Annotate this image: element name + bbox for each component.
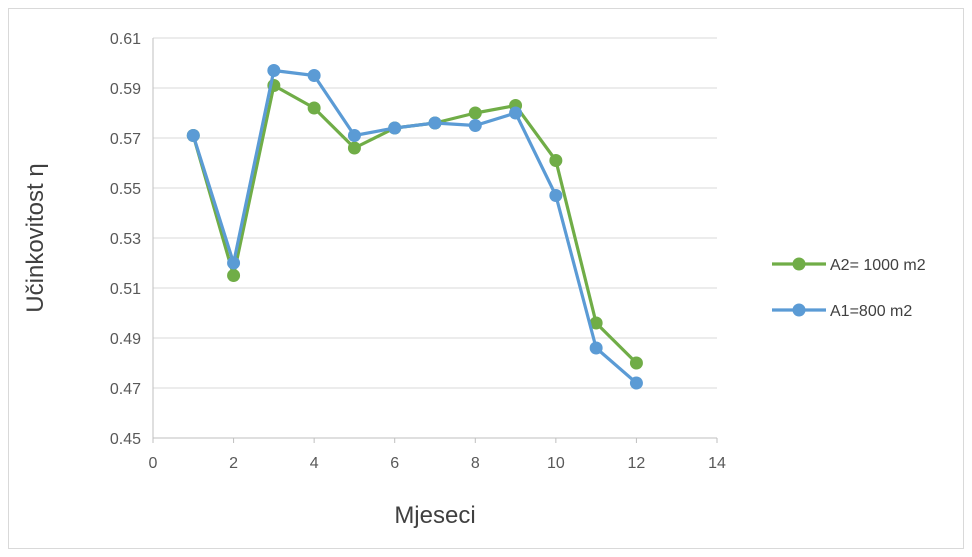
y-tick-label: 0.59 — [110, 81, 141, 98]
data-point — [347, 129, 361, 142]
series-line — [191, 83, 639, 365]
data-point — [589, 316, 603, 330]
y-tick-label: 0.53 — [110, 231, 141, 248]
y-tick-label: 0.57 — [110, 131, 141, 148]
legend: A2= 1000 m2 A1=800 m2 — [772, 257, 926, 320]
legend-label: A2= 1000 m2 — [830, 257, 926, 274]
legend-label: A1=800 m2 — [830, 303, 912, 320]
x-tick-labels: 0 2 4 6 8 10 12 14 — [149, 455, 726, 472]
y-tick-label: 0.47 — [110, 381, 141, 398]
data-point — [227, 269, 241, 282]
y-tick-label: 0.49 — [110, 331, 141, 348]
y-axis-title: Učinkovitost η — [22, 163, 49, 312]
data-point — [388, 121, 402, 135]
data-point — [549, 154, 563, 167]
x-tick-label: 8 — [471, 455, 480, 472]
legend-marker — [792, 257, 806, 271]
data-point — [267, 64, 281, 77]
y-tick-label: 0.51 — [110, 281, 141, 298]
gridlines — [153, 37, 717, 389]
y-tick-label: 0.61 — [110, 31, 141, 48]
chart-area — [8, 8, 964, 549]
axes — [152, 38, 718, 443]
x-tick-label: 0 — [149, 455, 158, 472]
data-point — [227, 256, 241, 270]
series-line — [191, 68, 639, 385]
y-tick-labels: 0.45 0.47 0.49 0.51 0.53 0.55 0.57 0.59 0.61 — [110, 31, 141, 448]
data-point — [307, 69, 321, 82]
x-tick-label: 10 — [547, 455, 565, 472]
data-point — [549, 189, 563, 202]
series-layer — [186, 64, 643, 390]
data-point — [629, 356, 643, 370]
x-tick-label: 4 — [310, 455, 319, 472]
y-tick-label: 0.55 — [110, 181, 141, 198]
legend-item: A1=800 m2 — [772, 303, 912, 320]
data-point — [428, 116, 442, 130]
x-tick-label: 2 — [229, 455, 238, 472]
x-tick-label: 6 — [390, 455, 399, 472]
data-point — [468, 119, 482, 132]
data-point — [509, 106, 523, 120]
data-point — [186, 129, 200, 142]
series-2 — [186, 64, 643, 390]
data-point — [629, 376, 643, 390]
series-1 — [186, 79, 643, 370]
data-point — [307, 101, 321, 115]
data-point — [347, 141, 361, 155]
y-tick-label: 0.45 — [110, 431, 141, 448]
legend-item: A2= 1000 m2 — [772, 257, 926, 274]
x-axis-title: Mjeseci — [394, 502, 475, 529]
x-tick-label: 14 — [708, 455, 726, 472]
x-tick-label: 12 — [628, 455, 646, 472]
data-point — [468, 106, 482, 120]
data-point — [589, 341, 603, 355]
legend-marker — [792, 303, 806, 317]
